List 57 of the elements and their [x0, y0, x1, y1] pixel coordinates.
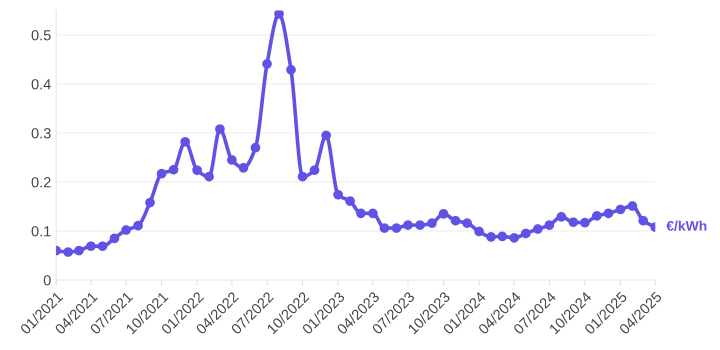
point — [415, 220, 425, 230]
point — [544, 220, 554, 230]
point — [98, 241, 108, 252]
point — [556, 212, 566, 222]
y-tick-label: 0.5 — [32, 30, 51, 40]
point — [262, 59, 272, 69]
point — [520, 228, 531, 238]
point — [321, 130, 331, 140]
point — [509, 233, 520, 243]
point — [168, 164, 178, 175]
point — [532, 224, 543, 234]
point — [274, 10, 284, 19]
point — [628, 201, 638, 211]
point — [74, 246, 84, 256]
point — [298, 172, 308, 182]
point — [310, 165, 320, 176]
point — [604, 208, 614, 218]
point — [192, 165, 202, 176]
y-tick-label: 0 — [44, 275, 51, 286]
point — [333, 190, 343, 200]
y-tick-label: 0.3 — [32, 128, 51, 138]
point — [215, 124, 225, 134]
y-tick-label: 0.1 — [32, 226, 51, 236]
point — [568, 217, 578, 228]
point — [238, 162, 248, 173]
point — [204, 172, 214, 182]
point — [227, 155, 237, 165]
point — [145, 198, 155, 208]
point — [368, 208, 378, 218]
point — [392, 223, 402, 233]
point — [86, 241, 96, 252]
point — [462, 218, 472, 228]
point — [592, 210, 602, 221]
point — [110, 233, 120, 244]
point — [427, 218, 437, 228]
point — [450, 216, 460, 226]
point — [286, 64, 296, 75]
point — [638, 216, 648, 226]
point — [380, 223, 390, 233]
point — [156, 168, 166, 179]
point — [474, 226, 484, 236]
point — [580, 218, 590, 228]
point — [121, 225, 131, 235]
y-tick-label: 0.4 — [32, 79, 51, 90]
point — [133, 220, 143, 230]
point — [63, 247, 73, 257]
series-label: €/kWh — [666, 220, 706, 231]
point — [180, 136, 190, 147]
point — [250, 142, 260, 153]
point — [356, 208, 366, 218]
y-tick-label: 0.2 — [32, 177, 51, 188]
point — [345, 196, 355, 206]
point — [616, 204, 626, 214]
point — [438, 208, 448, 219]
point — [403, 220, 413, 230]
point — [486, 232, 496, 242]
point — [497, 232, 508, 242]
